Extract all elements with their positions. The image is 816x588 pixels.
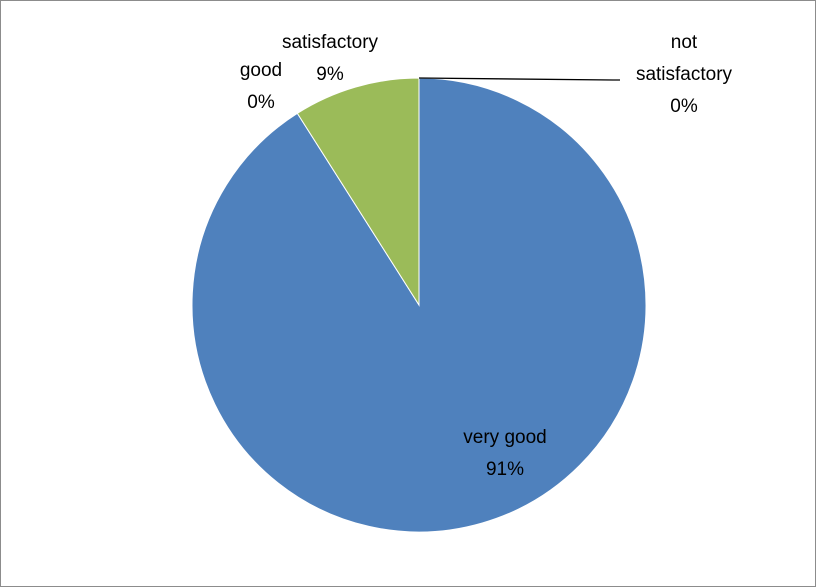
data-label-text: very good — [463, 427, 546, 448]
data-label-value: 0% — [247, 92, 275, 113]
data-label-text: satisfactory — [636, 64, 733, 85]
data-label-very-good: very good 91% — [463, 427, 546, 480]
leader-line-not-satisfactory — [418, 77, 620, 81]
data-label-text: good — [240, 60, 282, 81]
data-label-value: 0% — [670, 96, 698, 117]
data-label-good: good 0% — [240, 60, 282, 113]
data-label-text: satisfactory — [282, 32, 379, 53]
data-labels: very good 91% good 0% satisfactory 9% not satis… — [240, 32, 733, 480]
pie-slice-satisfactory — [296, 77, 420, 307]
pie-slices — [191, 77, 647, 533]
data-label-not-satisfactory: not satisfactory 0% — [636, 32, 733, 117]
data-label-value: 91% — [486, 459, 524, 480]
data-label-satisfactory: satisfactory 9% — [282, 32, 379, 85]
data-label-value: 9% — [316, 64, 344, 85]
leader-lines — [418, 77, 620, 81]
data-label-text: not — [671, 32, 698, 53]
